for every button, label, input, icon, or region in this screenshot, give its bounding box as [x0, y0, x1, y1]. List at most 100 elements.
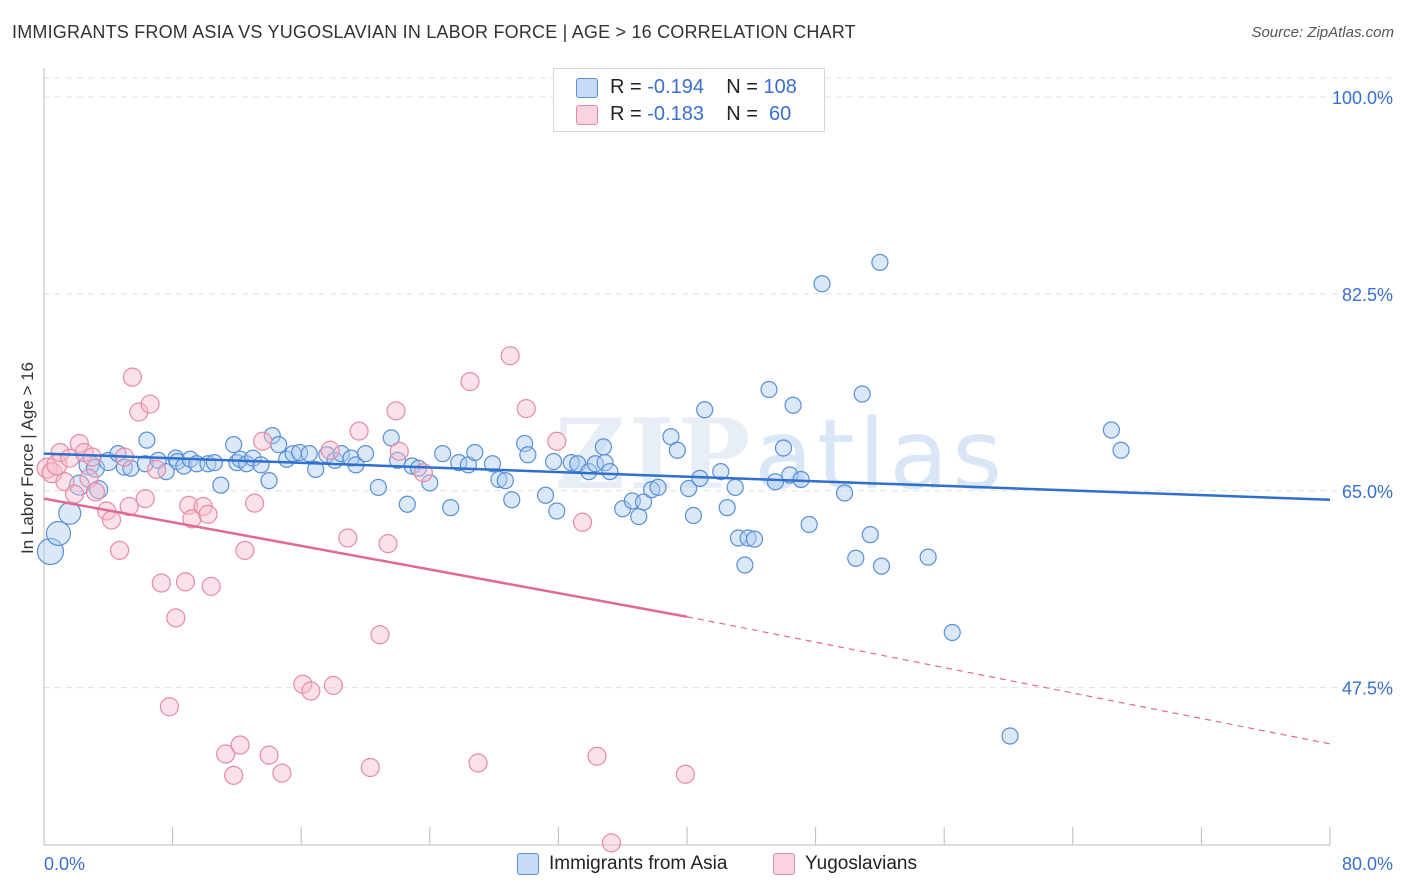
watermark-zip: ZIP: [555, 398, 755, 511]
asia-point: [252, 456, 270, 474]
asia-point: [634, 493, 653, 511]
asia-point: [270, 436, 288, 454]
y-axis-label: In Labor Force | Age > 16: [18, 361, 37, 555]
asia-point: [398, 495, 416, 513]
yugoslavian-point: [338, 528, 358, 548]
yugoslavian-point: [159, 697, 179, 717]
asia-point: [519, 446, 537, 464]
asia-point: [356, 445, 375, 463]
asia-point: [382, 429, 400, 447]
legend-asia-label: Immigrants from Asia: [549, 853, 728, 874]
yugoslavian-point: [82, 447, 102, 467]
asia-point: [1102, 421, 1120, 439]
asia-point: [496, 472, 514, 490]
yugoslavian-point: [175, 572, 196, 592]
watermark: ZIPatlas: [555, 398, 1006, 511]
yugoslavian-point: [224, 765, 244, 785]
chart-title: IMMIGRANTS FROM ASIA VS YUGOSLAVIAN IN L…: [12, 22, 856, 42]
asia-point: [136, 455, 154, 473]
asia-point: [760, 380, 778, 399]
asia-point: [739, 529, 757, 547]
asia-point: [490, 470, 508, 489]
yugoslavian-point: [460, 372, 480, 392]
asia-point: [536, 486, 555, 504]
asia-point: [871, 253, 889, 271]
yugoslavian-point: [272, 763, 292, 783]
asia-point: [1001, 727, 1019, 745]
yugoslavian-point: [166, 608, 186, 628]
asia-point: [434, 445, 452, 463]
yugoslavian-point: [182, 509, 202, 529]
asia-point: [745, 530, 764, 548]
asia-point: [835, 484, 854, 502]
yugoslavian-point: [50, 442, 70, 463]
asia-point: [696, 401, 714, 419]
yugoslavian-point: [386, 401, 406, 421]
asia-point: [442, 499, 460, 517]
asia-point: [596, 454, 614, 472]
yugoslavian-point: [109, 540, 130, 560]
yugoslavian-point: [244, 493, 265, 513]
asia-r-label: R =: [610, 76, 648, 98]
yugoslavian-point: [547, 431, 567, 451]
yugoslavian-point: [151, 573, 171, 593]
asia-n-value: 108: [763, 76, 797, 98]
asia-point: [847, 549, 865, 567]
yugoslavian-point: [378, 534, 398, 554]
asia-point: [668, 441, 686, 459]
yugoslavian-point: [500, 346, 520, 366]
yugoslavians-stats: R = -0.183 N = 60: [610, 103, 791, 126]
asia-point: [260, 472, 278, 490]
asia-point: [601, 463, 619, 481]
asia-point: [643, 481, 661, 499]
watermark-atlas: atlas: [754, 399, 1007, 511]
y-tick-label: 65.0%: [1342, 482, 1393, 502]
asia-point: [263, 427, 281, 445]
asia-point: [649, 478, 667, 496]
yugoslavians-swatch: [576, 105, 598, 125]
yugoslavians-r-label: R =: [610, 103, 648, 125]
asia-point: [516, 434, 534, 453]
asia-point: [943, 623, 961, 642]
yugoslavian-point: [235, 540, 255, 560]
asia-r-value: -0.194: [647, 76, 704, 98]
asia-point: [212, 476, 230, 494]
yugoslavian-point: [360, 757, 380, 778]
yugoslavian-point: [293, 674, 313, 694]
asia-point: [225, 436, 243, 454]
yugoslavian-point: [201, 576, 221, 596]
legend-yugoslavians-label: Yugoslavians: [805, 853, 917, 874]
asia-point: [544, 452, 563, 471]
yugoslavian-point: [64, 484, 85, 504]
yugoslavian-point: [140, 394, 160, 414]
yugoslavian-point: [370, 625, 390, 645]
yugoslavian-point: [320, 440, 340, 460]
asia-trend-line: [43, 452, 1331, 501]
legend-yugoslavians-swatch: [773, 853, 795, 875]
asia-point: [784, 396, 802, 414]
asia-point: [369, 478, 387, 496]
yugoslavians-n-value: 60: [763, 103, 792, 125]
yugoslavian-point: [301, 681, 321, 701]
yugoslavian-point: [146, 459, 167, 479]
asia-point: [853, 385, 871, 403]
asia-point: [766, 473, 785, 491]
yugoslavian-point: [135, 489, 155, 509]
source-credit: Source: ZipAtlas.com: [1251, 24, 1394, 41]
asia-point: [138, 431, 156, 449]
y-tick-label: 47.5%: [1342, 679, 1393, 699]
asia-point: [421, 474, 439, 492]
x-tick-label: 0.0%: [44, 854, 85, 874]
yugoslavian-point: [601, 833, 622, 853]
asia-point: [718, 499, 736, 517]
asia-point: [630, 508, 648, 526]
asia-point: [115, 458, 133, 476]
asia-point: [872, 557, 891, 575]
yugoslavian-point: [198, 504, 218, 524]
asia-point: [503, 491, 521, 509]
asia-stats: R = -0.194 N = 108: [610, 76, 797, 99]
yugoslavian-point: [129, 402, 149, 422]
asia-point: [45, 520, 72, 547]
asia-point: [548, 502, 566, 520]
